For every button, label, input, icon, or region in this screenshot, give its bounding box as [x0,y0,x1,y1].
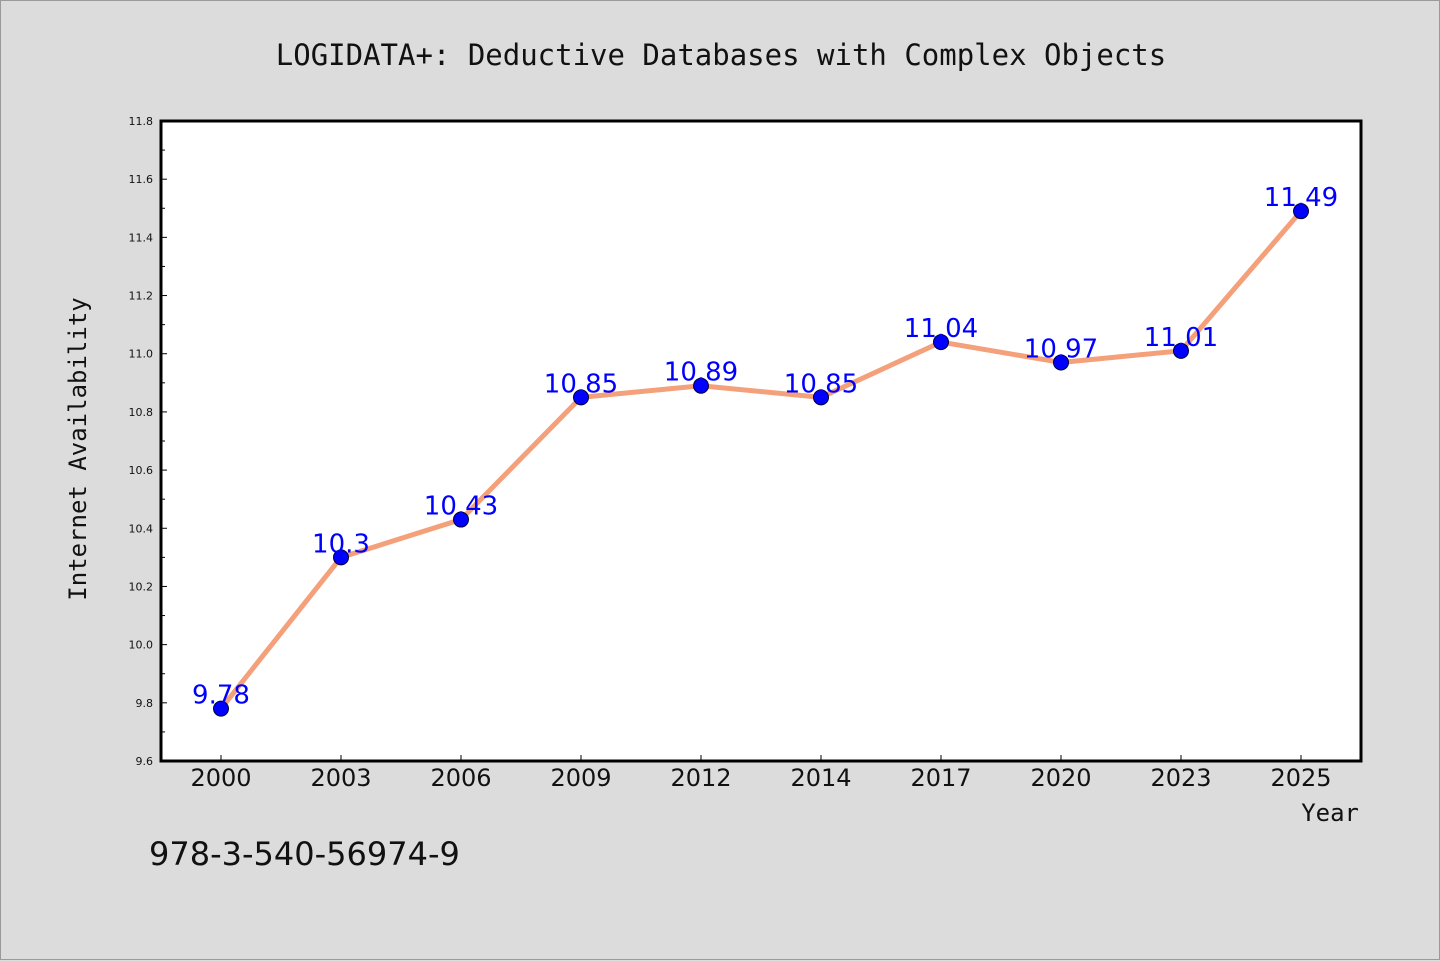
y-axis-label: Internet Availability [64,297,92,600]
data-label: 10.89 [664,358,738,388]
y-tick-label: 9.8 [136,697,154,710]
data-point [453,511,469,528]
data-label: 11.49 [1264,183,1338,213]
data-point [213,700,229,717]
x-tick-label: 2009 [550,764,611,792]
data-point [933,334,949,351]
y-tick-label: 11.8 [129,115,154,128]
x-axis-label: Year [1301,799,1359,827]
series-group [213,203,1309,717]
data-point [1173,342,1189,359]
x-tick-label: 2023 [1150,764,1211,792]
data-label: 9.78 [192,681,250,711]
x-tick-label: 2020 [1030,764,1091,792]
data-point [573,389,589,406]
y-tick-label: 11.4 [129,231,154,244]
x-tick-label: 2017 [910,764,971,792]
y-tick-label: 9.6 [136,755,154,768]
data-labels: 9.78 10.3 10.43 10.85 10.89 10.85 11.04 10.97 11… [192,183,1338,710]
y-tick-label: 10.4 [129,522,154,535]
y-tick-label: 10.0 [129,639,154,652]
y-tick-label: 10.6 [129,464,154,477]
x-tick-label: 2006 [430,764,491,792]
y-axis-ticks: 9.6 9.8 10.0 10.2 10.4 10.6 10.8 11.0 11.2 11.4 11… [129,115,167,768]
data-label: 10.3 [312,529,370,559]
x-tick-label: 2025 [1270,764,1331,792]
data-point [693,377,709,394]
x-tick-label: 2012 [670,764,731,792]
y-tick-label: 10.8 [129,406,154,419]
y-tick-label: 10.2 [129,580,154,593]
x-tick-label: 2014 [790,764,851,792]
x-tick-label: 2000 [190,764,251,792]
isbn-text: 978-3-540-56974-9 [149,835,460,873]
y-tick-label: 11.2 [129,290,154,303]
data-label: 10.85 [784,369,858,399]
data-label: 10.43 [424,492,498,522]
series-line [218,208,1304,712]
data-label: 10.97 [1024,334,1098,364]
data-label: 11.04 [904,314,978,344]
data-label: 10.85 [544,369,618,399]
plot-area [159,119,1363,763]
y-tick-label: 11.6 [129,173,154,186]
chart-title: LOGIDATA+: Deductive Databases with Comp… [276,38,1166,72]
data-point [1293,203,1309,220]
data-point [813,389,829,406]
data-point [1053,354,1069,371]
x-tick-label: 2003 [310,764,371,792]
data-label: 11.01 [1144,323,1218,353]
y-tick-label: 11.0 [129,348,154,361]
data-point [333,549,349,566]
x-axis-ticks: 2000 2003 2006 2009 2012 2014 2017 2020 2023 2025 [190,755,1332,792]
